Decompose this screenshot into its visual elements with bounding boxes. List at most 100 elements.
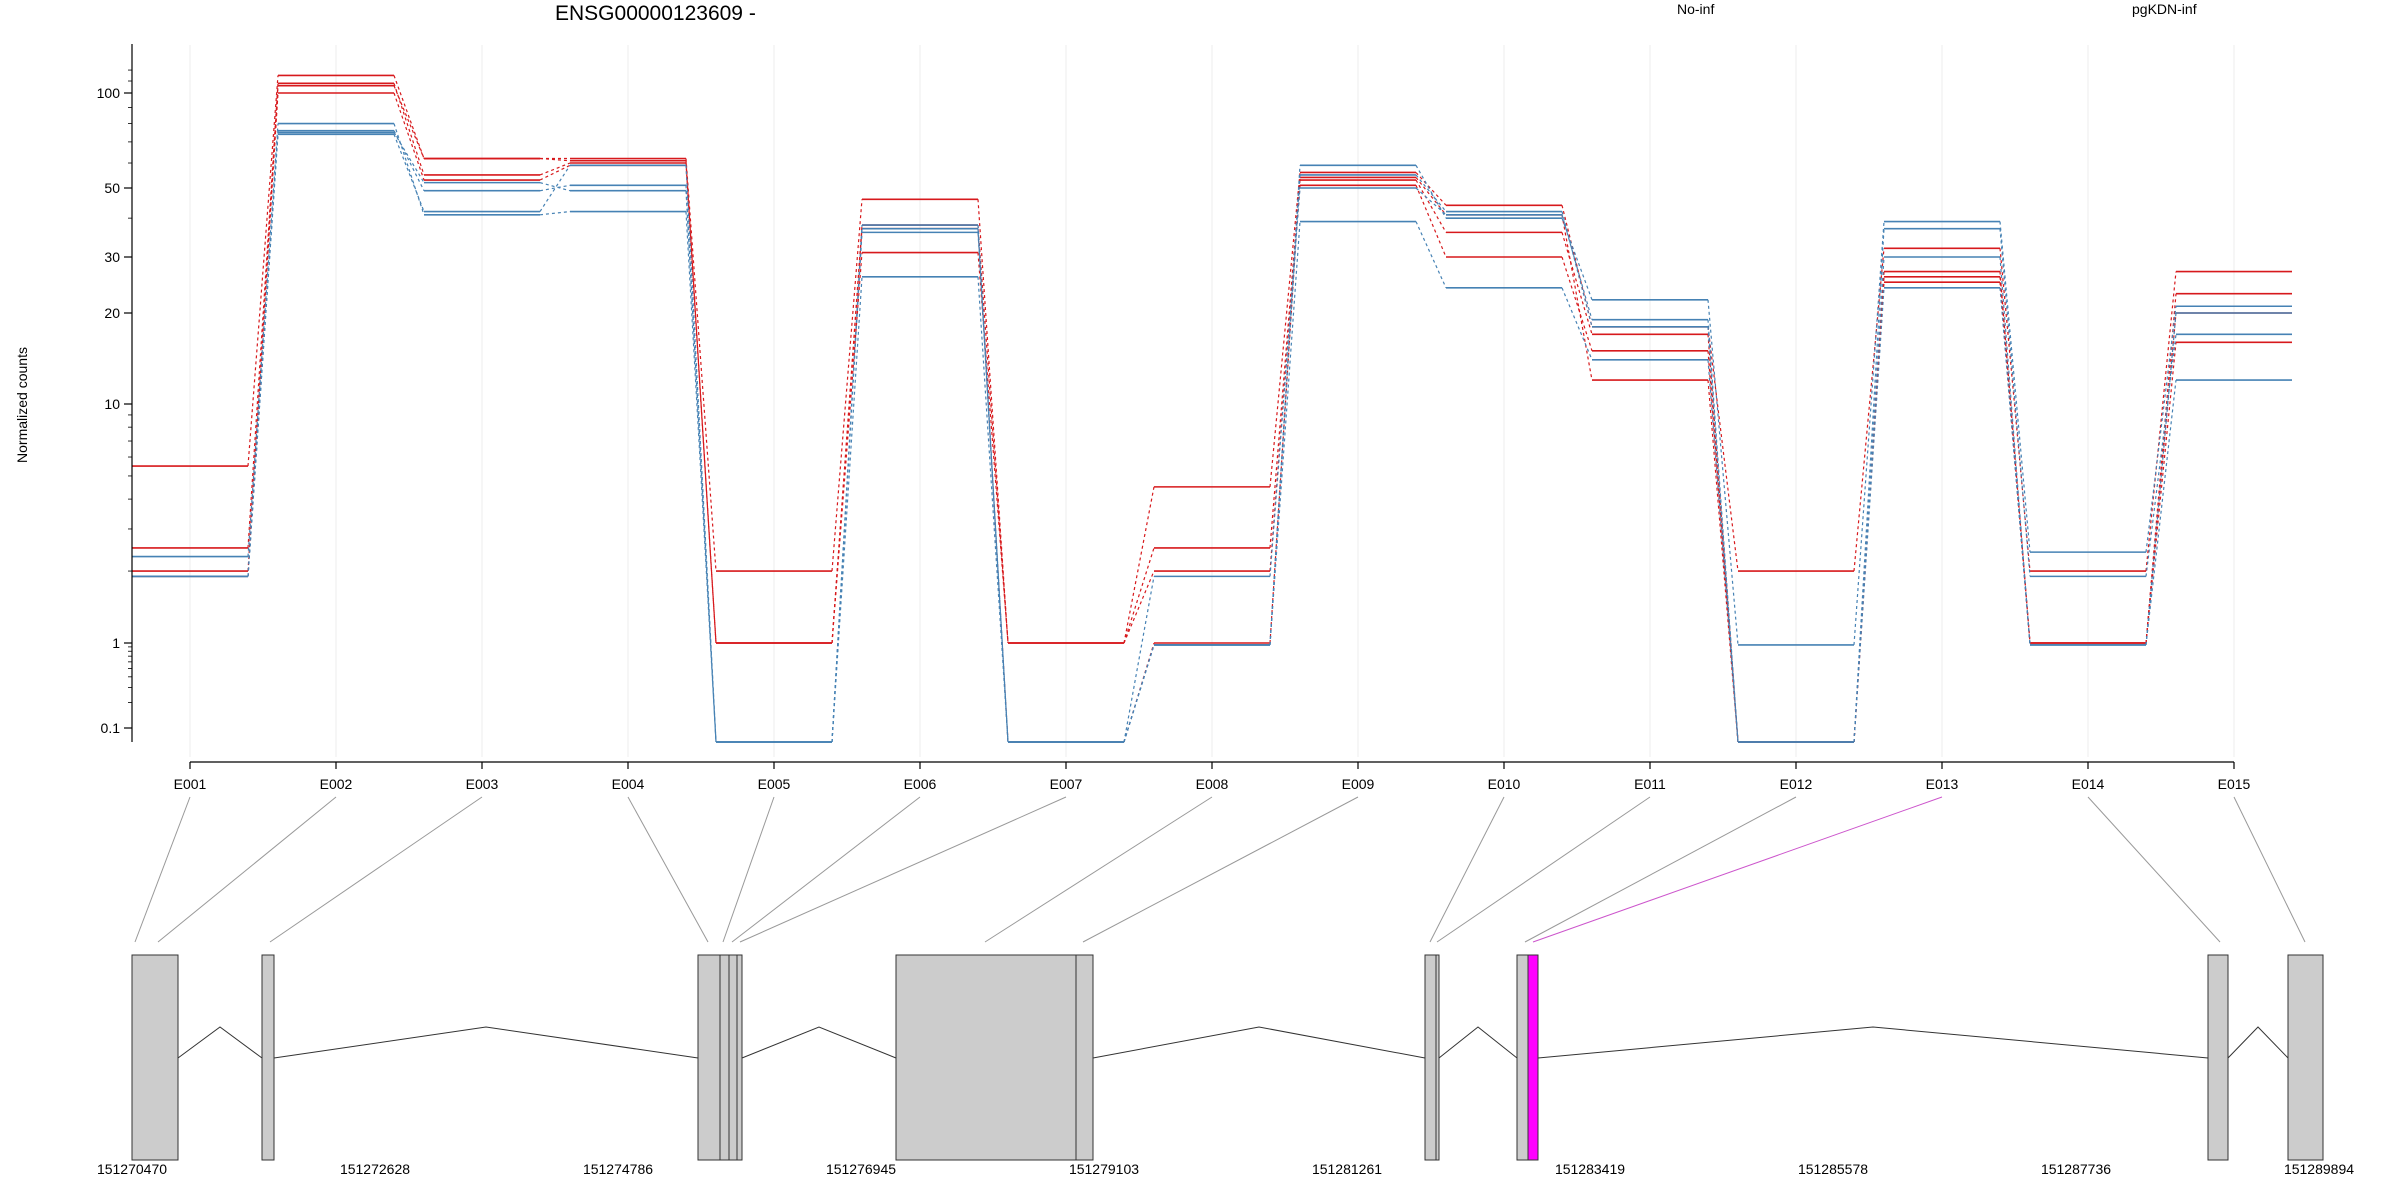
exon-block [728, 954, 738, 1161]
series-connector [685, 165, 717, 743]
exon-connector [2233, 796, 2306, 943]
series-connector [685, 211, 717, 743]
series-connector [1561, 256, 1593, 351]
series-connector [393, 83, 425, 176]
series-connector [1415, 187, 1447, 216]
y-tick-label: 100 [97, 85, 121, 101]
series-connector [539, 164, 571, 181]
series-connector [1707, 380, 1739, 743]
series-connector [1561, 205, 1593, 327]
series-connector [977, 199, 1009, 644]
series-layer [132, 74, 2292, 743]
x-tick-label: E009 [1342, 776, 1375, 792]
series-connector [539, 184, 571, 192]
exon-block [719, 954, 730, 1161]
series-connector [685, 185, 717, 743]
coordinate-label: 151285578 [1798, 1161, 1868, 1177]
series-connector [2145, 342, 2177, 644]
series-connector [1853, 287, 1885, 743]
exon-connector [1524, 796, 1797, 943]
series-connector [2145, 312, 2177, 645]
series-connector [1415, 177, 1447, 216]
series-connector [1561, 214, 1593, 320]
series-connector [1415, 165, 1447, 219]
axes: 0.1 1 10 20 30 50 100 E001 E002 E003 E004 E005 E006 E… [97, 44, 2251, 792]
intron-line [1092, 1026, 1426, 1059]
series-connector [1269, 174, 1301, 645]
y-tick-label: 1 [112, 635, 120, 651]
exon-block [2287, 954, 2324, 1161]
x-tick-label: E006 [904, 776, 937, 792]
x-tick-label: E011 [1634, 776, 1666, 792]
x-tick-label: E005 [758, 776, 791, 792]
intron-line [177, 1026, 263, 1059]
y-tick-label: 50 [104, 180, 120, 196]
x-tick-label: E007 [1050, 776, 1083, 792]
coordinate-label: 151279103 [1069, 1161, 1139, 1177]
series-connector [1999, 256, 2031, 645]
series-connector [1269, 172, 1301, 487]
coordinate-label: 151274786 [583, 1161, 653, 1177]
series-connector [539, 164, 571, 212]
x-tick-label: E014 [2072, 776, 2105, 792]
series-connector [247, 123, 279, 557]
series-connector [977, 225, 1009, 644]
exon-connector [1532, 796, 1943, 943]
exon-block [261, 954, 275, 1161]
exon-connector [2087, 796, 2221, 943]
series-connector [2145, 306, 2177, 553]
series-connector [1561, 211, 1593, 327]
series-connector [1707, 326, 1739, 572]
y-tick-label: 30 [104, 249, 120, 265]
exon-connector [269, 796, 483, 943]
exon-connector [134, 796, 191, 943]
series-connector [247, 132, 279, 577]
series-connector [1707, 299, 1739, 645]
series-connector [685, 190, 717, 743]
exon-connector [1082, 796, 1359, 943]
x-tick-label: E010 [1488, 776, 1521, 792]
x-tick-label: E004 [612, 776, 645, 792]
gene-model: 151270470 151272628 151274786 151276945 1512… [97, 954, 2354, 1177]
intron-line [273, 1026, 699, 1059]
series-connector [977, 252, 1009, 644]
series-connector [831, 228, 863, 644]
legend-no-inf: No-inf [1677, 1, 1715, 17]
series-connector [1415, 221, 1447, 289]
exon-connector [731, 796, 921, 943]
series-connector [1853, 248, 1885, 572]
exon-connector [739, 796, 1067, 943]
series-connector [393, 85, 425, 159]
series-connector [1707, 359, 1739, 743]
series-connector [977, 232, 1009, 743]
x-tick-label: E008 [1196, 776, 1229, 792]
series-connector [1415, 174, 1447, 212]
coordinate-label: 151272628 [340, 1161, 410, 1177]
exon-block [736, 954, 743, 1161]
exon-block [1435, 954, 1440, 1161]
exon-connectors [134, 796, 2306, 943]
series-connector [1269, 187, 1301, 577]
series-connector [1415, 179, 1447, 233]
series-connector [1123, 644, 1155, 743]
series-connector [539, 210, 571, 216]
series-connector [1561, 214, 1593, 381]
series-connector [393, 132, 425, 183]
series-connector [1415, 185, 1447, 258]
x-tick-label: E001 [174, 776, 207, 792]
series-connector [1999, 228, 2031, 577]
series-connector [1561, 232, 1593, 335]
exon-block [1075, 954, 1094, 1161]
exon-block [697, 954, 721, 1161]
series-connector [393, 75, 425, 159]
series-connector [247, 85, 279, 577]
coordinate-label: 151283419 [1555, 1161, 1625, 1177]
intron-line [1537, 1026, 2209, 1059]
exon-block [131, 954, 179, 1161]
coordinate-label: 151287736 [2041, 1161, 2111, 1177]
exon-connector [157, 796, 337, 943]
series-connector [2145, 293, 2177, 644]
series-connector [1123, 570, 1155, 644]
exon-connector [1436, 796, 1651, 943]
